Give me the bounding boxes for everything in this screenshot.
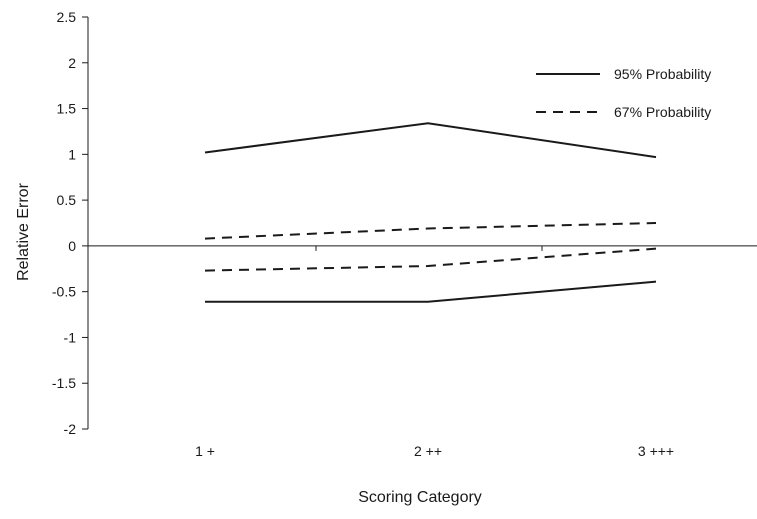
series-line-95-percent-upper	[204, 122, 657, 159]
legend-label: 95% Probability	[614, 66, 711, 82]
x-tick-label: 3 +++	[638, 443, 674, 459]
series-line-67-percent-lower	[204, 247, 657, 272]
y-tick-label: 2.5	[57, 9, 77, 25]
x-axis-title: Scoring Category	[358, 489, 482, 506]
series-line-67-percent-upper	[204, 222, 657, 240]
y-tick-label: -1	[64, 329, 77, 345]
y-tick-label: 2	[68, 55, 76, 71]
y-tick-label: 0	[68, 238, 76, 254]
y-tick-label: -2	[64, 421, 77, 437]
y-tick-label: -0.5	[52, 284, 76, 300]
series-line-95-percent-lower	[205, 280, 657, 303]
x-axis-ticks: 1 + 2 ++ 3 +++	[195, 245, 674, 459]
series-lines	[204, 122, 657, 303]
legend-label: 67% Probability	[614, 104, 711, 120]
x-tick-label: 2 ++	[414, 443, 442, 459]
y-tick-label: 1	[68, 146, 76, 162]
y-tick-label: 1.5	[57, 101, 77, 117]
x-tick-label: 1 +	[195, 443, 215, 459]
legend: 95% Probability 67% Probability	[536, 66, 711, 120]
y-axis-ticks: 2.5 2 1.5 1 0.5 0 -0.5 -1 -1.5 -2	[52, 9, 88, 437]
axes	[87, 17, 757, 429]
y-tick-label: 0.5	[57, 192, 77, 208]
y-axis-title: Relative Error	[15, 182, 32, 280]
y-tick-label: -1.5	[52, 375, 76, 391]
